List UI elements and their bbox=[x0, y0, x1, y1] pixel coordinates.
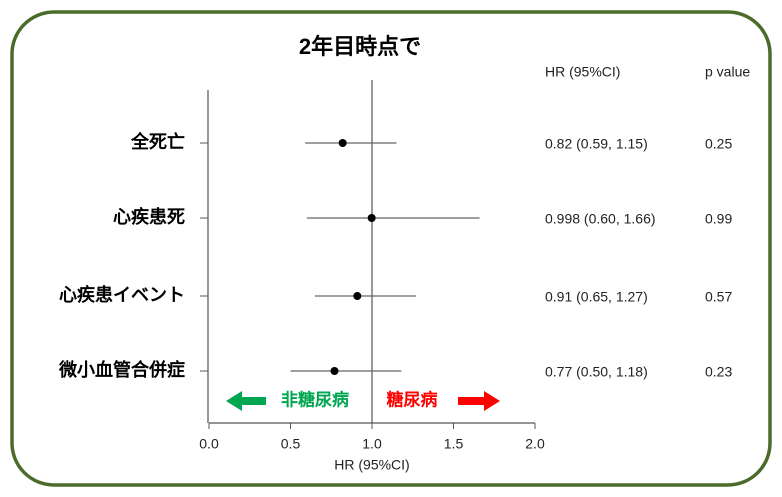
arrow-shaft bbox=[458, 397, 484, 405]
p-value: 0.99 bbox=[705, 211, 732, 227]
hr-header: HR (95%CI) bbox=[545, 64, 620, 80]
point bbox=[338, 139, 347, 147]
annotation: 糖尿病 bbox=[387, 389, 438, 409]
p-value: 0.57 bbox=[705, 289, 732, 305]
arrow-head bbox=[484, 391, 500, 411]
value-label: 0.82 (0.59, 1.15) bbox=[545, 136, 648, 152]
value-label: 0.91 (0.65, 1.27) bbox=[545, 289, 648, 305]
category-label: 心疾患死 bbox=[113, 206, 185, 227]
x-tick-label: 1.5 bbox=[444, 436, 464, 452]
x-tick-label: 0.5 bbox=[281, 436, 301, 452]
point bbox=[353, 292, 362, 300]
value-label: 0.77 (0.50, 1.18) bbox=[545, 364, 648, 380]
x-tick-label: 0.0 bbox=[199, 436, 219, 452]
p-value: 0.25 bbox=[705, 136, 732, 152]
arrow-head bbox=[226, 391, 242, 411]
frame bbox=[10, 10, 772, 487]
annotation: 非糖尿病 bbox=[281, 389, 349, 409]
point bbox=[367, 214, 376, 222]
p-value: 0.23 bbox=[705, 364, 732, 380]
x-tick-label: 2.0 bbox=[525, 436, 545, 452]
category-label: 心疾患イベント bbox=[59, 284, 185, 305]
p-header: p value bbox=[705, 64, 750, 80]
value-label: 0.998 (0.60, 1.66) bbox=[545, 211, 656, 227]
arrow-shaft bbox=[240, 397, 266, 405]
chart-title: 2年目時点で bbox=[299, 34, 421, 59]
x-tick-label: 1.0 bbox=[362, 436, 382, 452]
category-label: 微小血管合併症 bbox=[58, 359, 185, 380]
category-label: 全死亡 bbox=[130, 131, 185, 152]
point bbox=[330, 367, 339, 375]
x-axis-label: HR (95%CI) bbox=[334, 457, 409, 473]
